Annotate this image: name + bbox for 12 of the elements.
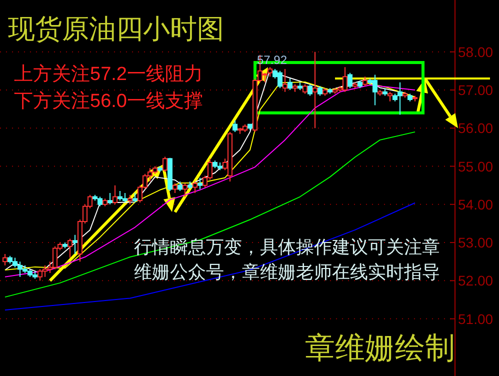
y-tick-label: 57.00: [458, 82, 494, 98]
y-tick-label: 58.00: [458, 44, 494, 60]
y-tick-label: 52.00: [458, 272, 494, 289]
y-tick-label: 53.00: [458, 234, 494, 251]
y-tick-label: 56.00: [458, 120, 494, 136]
text: 现货原油四小时图: [8, 14, 224, 44]
annotation: 上方关注57.2一线阻力: [14, 63, 203, 85]
annotation: 下方关注56.0一线支撑: [14, 90, 203, 112]
y-tick-label: 55.00: [458, 158, 494, 174]
y-tick-label: 51.00: [458, 310, 494, 327]
y-tick-label: 54.00: [458, 196, 494, 212]
annotation: 章维姗绘制: [305, 332, 455, 365]
